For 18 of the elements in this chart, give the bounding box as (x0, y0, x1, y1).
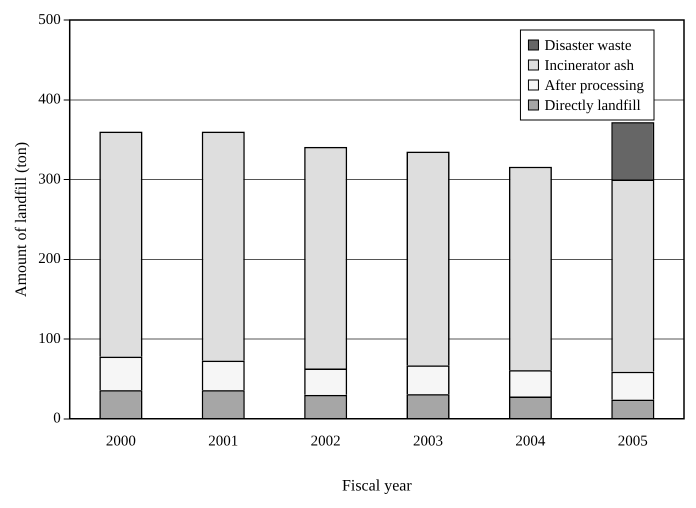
x-tick-label: 2004 (515, 434, 546, 450)
legend-label: After processing (544, 78, 644, 94)
x-tick-label: 2001 (208, 434, 238, 450)
x-tick-label: 2003 (413, 434, 444, 450)
y-axis-title: Amount of landfill (ton) (12, 142, 30, 297)
x-tick-label: 2005 (618, 434, 648, 450)
y-tick-label: 500 (38, 12, 61, 28)
y-tick-label: 400 (38, 92, 61, 108)
x-tick-label: 2002 (310, 434, 341, 450)
legend-label: Disaster waste (544, 38, 632, 54)
y-tick-label: 300 (38, 171, 61, 188)
y-tick-label: 200 (38, 251, 61, 268)
x-tick-label: 2000 (106, 434, 136, 450)
legend-label: Directly landfill (544, 98, 641, 114)
x-axis-title: Fiscal year (342, 478, 412, 495)
y-tick-label: 0 (53, 410, 61, 427)
legend-label: Incinerator ash (544, 58, 634, 74)
y-tick-label: 100 (38, 330, 61, 347)
